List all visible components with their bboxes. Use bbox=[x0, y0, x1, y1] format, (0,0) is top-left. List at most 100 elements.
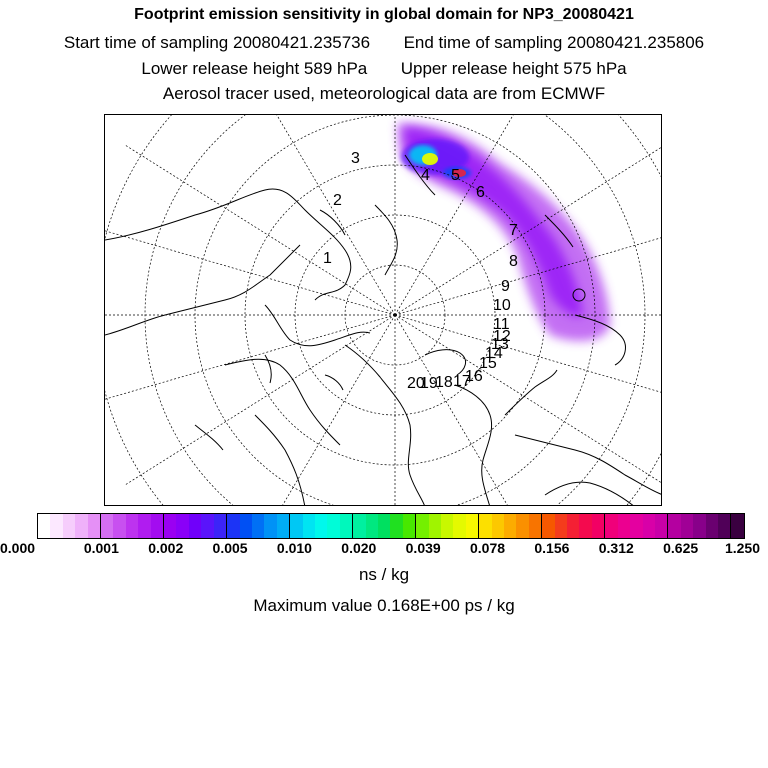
colorbar-cell bbox=[554, 514, 568, 538]
map-canvas: 1 2 3 4 5 6 7 8 9 10 11 12 13 14 15 16 1… bbox=[105, 115, 661, 505]
end-time-value: 20080421.235806 bbox=[567, 33, 705, 52]
colorbar-cell bbox=[213, 514, 227, 538]
colorbar-cell bbox=[478, 514, 492, 538]
colorbar-cell bbox=[62, 514, 76, 538]
colorbar-cell bbox=[680, 514, 694, 538]
colorbar-cell bbox=[504, 514, 517, 538]
colorbar-cell bbox=[201, 514, 214, 538]
colorbar-cell bbox=[113, 514, 126, 538]
colorbar-cell bbox=[390, 514, 403, 538]
coastlines bbox=[105, 154, 661, 505]
track-label: 20 bbox=[407, 375, 425, 392]
max-label: Maximum value bbox=[253, 596, 373, 615]
colorbar-tick-label: 0.039 bbox=[405, 540, 441, 556]
release-height-line: Lower release height 589 hPa Upper relea… bbox=[0, 59, 768, 79]
colorbar-cell bbox=[654, 514, 668, 538]
track-label: 1 bbox=[323, 250, 332, 267]
track-label: 7 bbox=[509, 222, 518, 239]
colorbar-cell bbox=[138, 514, 151, 538]
track-label: 2 bbox=[333, 192, 342, 209]
colorbar-tick-label: 1.250 bbox=[724, 540, 760, 556]
colorbar-cell bbox=[327, 514, 340, 538]
lower-height-label: Lower release height bbox=[141, 59, 300, 78]
track-label: 8 bbox=[509, 253, 518, 270]
colorbar-cell bbox=[705, 514, 718, 538]
colorbar-cell bbox=[50, 514, 63, 538]
colorbar-tick-label: 0.005 bbox=[212, 540, 248, 556]
colorbar-cell bbox=[339, 514, 353, 538]
colorbar-cell bbox=[428, 514, 441, 538]
colorbar-tick-label: 0.625 bbox=[663, 540, 699, 556]
track-label: 13 bbox=[491, 336, 509, 353]
colorbar-cell bbox=[491, 514, 505, 538]
colorbar-cell bbox=[264, 514, 277, 538]
colorbar-tick-label: 0.078 bbox=[470, 540, 506, 556]
colorbar-tick-label: 0.020 bbox=[341, 540, 377, 556]
track-label: 15 bbox=[479, 355, 497, 372]
colorbar-cell bbox=[314, 514, 328, 538]
colorbar-cell bbox=[579, 514, 592, 538]
colorbar-cell bbox=[667, 514, 681, 538]
colorbar-cell bbox=[38, 514, 51, 538]
colorbar-unit: ns / kg bbox=[358, 565, 410, 584]
end-time-label: End time of sampling bbox=[403, 33, 563, 52]
upper-height-value: 575 hPa bbox=[563, 59, 627, 78]
colorbar-cell bbox=[87, 514, 101, 538]
colorbar-cell bbox=[100, 514, 114, 538]
colorbar-tick-label: 0.001 bbox=[83, 540, 119, 556]
colorbar-tick-label: 0.156 bbox=[534, 540, 570, 556]
colorbar-cell bbox=[717, 514, 731, 538]
colorbar-cell bbox=[176, 514, 189, 538]
sampling-time-line: Start time of sampling 20080421.235736 E… bbox=[0, 33, 768, 53]
colorbar-cell bbox=[377, 514, 391, 538]
track-label: 16 bbox=[465, 368, 483, 385]
graticule bbox=[105, 115, 661, 505]
colorbar-cell bbox=[75, 514, 88, 538]
colorbar-cell bbox=[415, 514, 429, 538]
track-label: 10 bbox=[493, 297, 511, 314]
colorbar-tick-label: 0.000 bbox=[0, 540, 36, 556]
maximum-value: Maximum value 0.168E+00 ps / kg bbox=[0, 596, 768, 616]
colorbar-cell bbox=[239, 514, 252, 538]
colorbar-cell bbox=[441, 514, 454, 538]
colorbar-cell bbox=[453, 514, 466, 538]
lower-height-value: 589 hPa bbox=[303, 59, 368, 78]
start-time-label: Start time of sampling bbox=[63, 33, 229, 52]
colorbar-cell bbox=[402, 514, 416, 538]
track-label: 11 bbox=[493, 316, 510, 333]
colorbar-cell bbox=[630, 514, 643, 538]
track-label: 3 bbox=[351, 150, 360, 167]
colorbar-cell bbox=[365, 514, 378, 538]
track-label: 4 bbox=[421, 167, 430, 184]
colorbar-cell bbox=[188, 514, 202, 538]
colorbar-tick-label: 0.002 bbox=[148, 540, 184, 556]
colorbar-tick-label: 0.010 bbox=[276, 540, 312, 556]
colorbar-cell bbox=[541, 514, 555, 538]
colorbar-cell bbox=[150, 514, 164, 538]
colorbar-cell bbox=[516, 514, 529, 538]
colorbar-cell bbox=[289, 514, 303, 538]
colorbar-cell bbox=[642, 514, 655, 538]
track-labels: 1 2 3 4 5 6 7 8 9 10 11 12 13 14 15 16 1… bbox=[323, 150, 518, 392]
sensitivity-plume bbox=[397, 123, 610, 341]
track-label: 18 bbox=[435, 374, 453, 391]
colorbar-cell bbox=[163, 514, 177, 538]
colorbar-cell bbox=[693, 514, 706, 538]
colorbar-cell bbox=[730, 514, 744, 538]
track-label: 9 bbox=[501, 278, 510, 295]
colorbar-cell bbox=[465, 514, 479, 538]
max-value: 0.168E+00 ps / kg bbox=[377, 596, 515, 615]
colorbar-cell bbox=[226, 514, 240, 538]
colorbar-cell bbox=[567, 514, 580, 538]
colorbar-cell bbox=[591, 514, 605, 538]
upper-height-label: Upper release height bbox=[400, 59, 559, 78]
colorbar bbox=[37, 513, 745, 539]
colorbar-cell bbox=[617, 514, 631, 538]
colorbar-cell bbox=[251, 514, 265, 538]
colorbar-cell bbox=[352, 514, 366, 538]
colorbar-tick-label: 0.312 bbox=[598, 540, 634, 556]
colorbar-cell bbox=[125, 514, 139, 538]
plot-title: Footprint emission sensitivity in global… bbox=[134, 6, 634, 23]
track-label: 12 bbox=[493, 328, 511, 345]
track-label: 5 bbox=[451, 167, 460, 184]
